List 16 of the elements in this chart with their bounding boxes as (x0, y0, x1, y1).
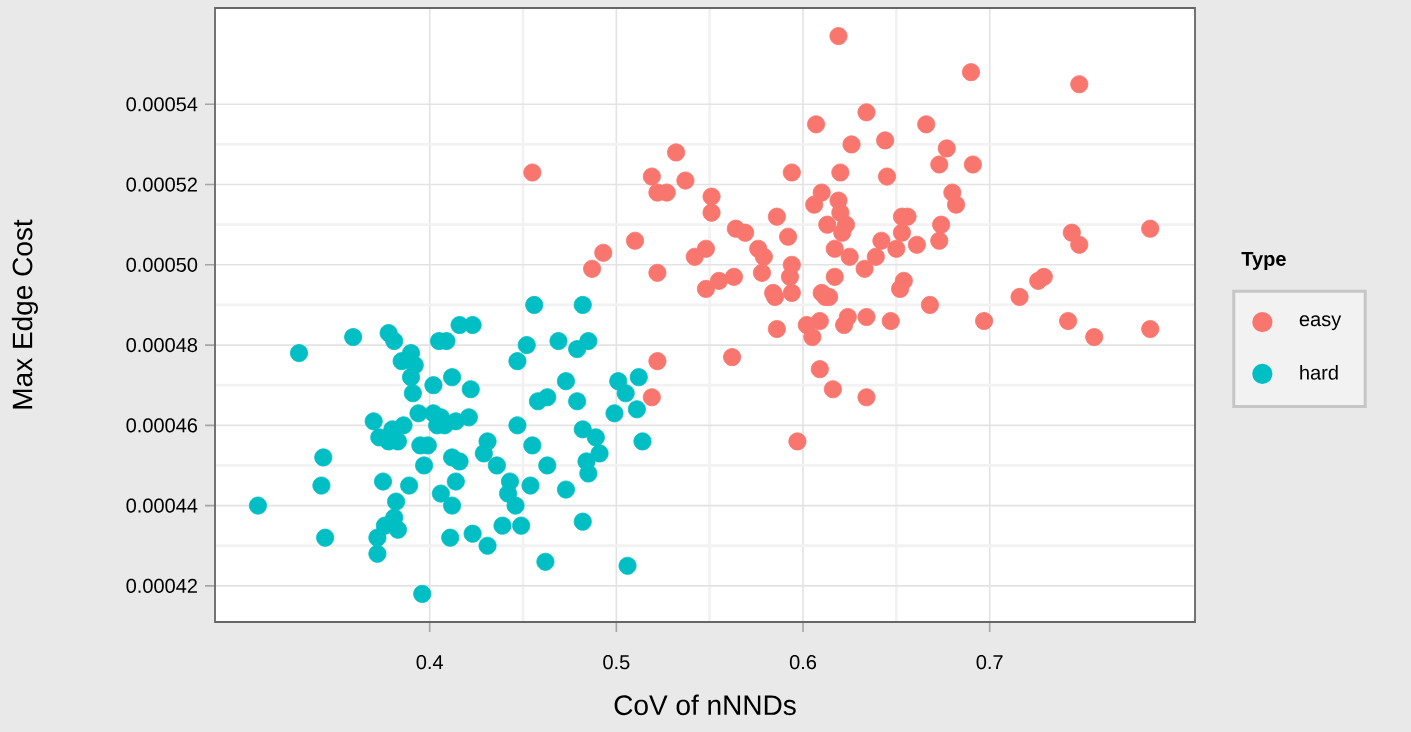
legend-title: Type (1241, 251, 1286, 270)
y-tick-label: 0.00054 (126, 97, 198, 112)
y-tick-label: 0.00048 (126, 338, 198, 353)
x-tick-label: 0.4 (416, 655, 443, 670)
y-tick-label: 0.00052 (126, 177, 197, 192)
legend-label: hard (1300, 365, 1338, 380)
legend-label: easy (1299, 315, 1342, 331)
x-tick-label: 0.7 (976, 655, 1003, 670)
y-tick-label: 0.00046 (126, 418, 198, 433)
x-tick-label: 0.5 (603, 655, 630, 670)
y-tick-label: 0.00050 (126, 257, 198, 272)
y-tick-label: 0.00042 (126, 578, 197, 593)
x-axis-title: CoV of nNNDs (614, 694, 796, 716)
x-tick-label: 0.6 (789, 655, 817, 670)
y-axis-title: Max Edge Cost (11, 219, 38, 409)
y-tick-label: 0.00044 (126, 498, 198, 513)
